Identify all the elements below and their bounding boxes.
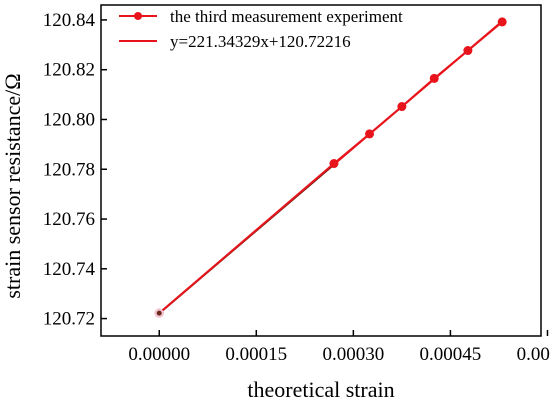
- x-tick-label: 0.00060: [517, 344, 550, 365]
- data-point-core: [156, 310, 162, 316]
- data-point: [397, 102, 407, 112]
- plot-area-border: [100, 4, 542, 337]
- data-point: [429, 73, 439, 83]
- axes-layer: 0.00000 0.00015 0.00030 0.00045 0.00060 120.7…: [43, 10, 550, 365]
- x-axis-title: theoretical strain: [247, 377, 394, 402]
- x-tick-label: 0.00015: [225, 344, 287, 365]
- legend: the third measurement experiment y=221.3…: [119, 7, 403, 51]
- x-tick-label: 0.00000: [128, 344, 190, 365]
- x-tick-label: 0.00030: [322, 344, 384, 365]
- legend-fit-label: y=221.34329x+120.72216: [170, 32, 351, 51]
- y-tick-label: 120.80: [43, 109, 95, 130]
- y-tick-label: 120.74: [43, 259, 96, 280]
- data-point: [463, 46, 473, 56]
- data-point: [497, 17, 507, 27]
- y-tick-label: 120.84: [43, 10, 96, 31]
- plot-frame: [100, 4, 542, 337]
- y-tick-label: 120.78: [43, 159, 95, 180]
- series-layer: [154, 17, 507, 318]
- y-axis-title: strain sensor resistance/Ω: [0, 73, 25, 298]
- data-point: [365, 129, 375, 139]
- y-tick-label: 120.82: [43, 60, 95, 81]
- x-tick-label: 0.00045: [420, 344, 482, 365]
- y-tick-label: 120.76: [43, 209, 95, 230]
- legend-series-label: the third measurement experiment: [170, 7, 403, 26]
- legend-series-swatch-marker: [134, 12, 142, 20]
- data-point: [329, 159, 339, 169]
- y-tick-label: 120.72: [43, 309, 95, 330]
